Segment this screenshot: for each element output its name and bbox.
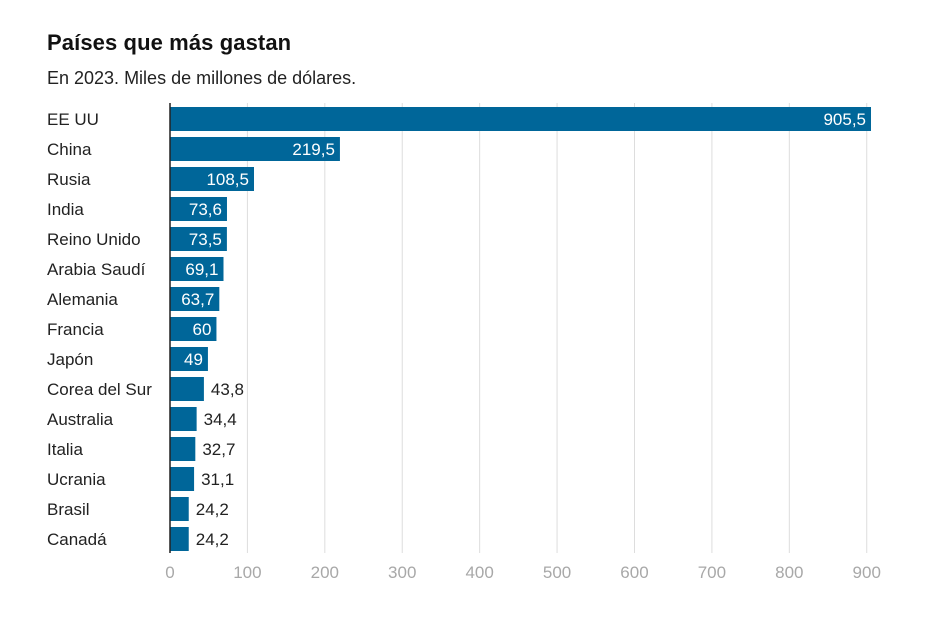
category-label: Japón bbox=[47, 350, 93, 369]
category-label: Corea del Sur bbox=[47, 380, 152, 399]
category-label: China bbox=[47, 140, 92, 159]
bar-value-label: 43,8 bbox=[211, 380, 244, 399]
bar bbox=[170, 287, 220, 311]
x-tick-label: 0 bbox=[165, 563, 174, 582]
category-label: EE UU bbox=[47, 110, 99, 129]
bar-value-label: 63,7 bbox=[181, 290, 214, 309]
bar bbox=[170, 377, 204, 401]
bar bbox=[170, 137, 340, 161]
x-tick-label: 600 bbox=[620, 563, 648, 582]
x-tick-label: 500 bbox=[543, 563, 571, 582]
bar bbox=[170, 407, 197, 431]
category-label: Ucrania bbox=[47, 470, 106, 489]
bar-value-label: 69,1 bbox=[185, 260, 218, 279]
category-label: Arabia Saudí bbox=[47, 260, 146, 279]
category-label: Reino Unido bbox=[47, 230, 141, 249]
bar-value-label: 108,5 bbox=[206, 170, 249, 189]
bar bbox=[170, 497, 189, 521]
x-tick-label: 900 bbox=[853, 563, 881, 582]
bar-value-label: 31,1 bbox=[201, 470, 234, 489]
chart-subtitle: En 2023. Miles de millones de dólares. bbox=[47, 68, 357, 88]
x-tick-label: 700 bbox=[698, 563, 726, 582]
bar-value-label: 60 bbox=[193, 320, 212, 339]
bar bbox=[170, 467, 195, 491]
bar bbox=[170, 167, 254, 191]
category-label: Rusia bbox=[47, 170, 91, 189]
bars bbox=[170, 107, 871, 551]
bar-value-label: 219,5 bbox=[292, 140, 335, 159]
x-tick-label: 400 bbox=[465, 563, 493, 582]
x-tick-labels: 0 100 200 300 400 500 600 700 800 900 bbox=[165, 563, 881, 582]
bar-value-label: 73,6 bbox=[189, 200, 222, 219]
category-label: Canadá bbox=[47, 530, 107, 549]
bar-value-label: 49 bbox=[184, 350, 203, 369]
category-label: Brasil bbox=[47, 500, 90, 519]
bar bbox=[170, 227, 227, 251]
category-label: Alemania bbox=[47, 290, 118, 309]
bar bbox=[170, 107, 871, 131]
bar bbox=[170, 437, 196, 461]
x-tick-label: 800 bbox=[775, 563, 803, 582]
bar-value-label: 24,2 bbox=[196, 530, 229, 549]
bar bbox=[170, 257, 224, 281]
bar bbox=[170, 317, 217, 341]
value-labels: 905,5 219,5 108,5 73,6 73,5 69,1 63,7 60 49 43,8 3… bbox=[181, 110, 866, 549]
x-tick-label: 100 bbox=[233, 563, 261, 582]
bar bbox=[170, 527, 189, 551]
bar bbox=[170, 197, 227, 221]
bar-value-label: 34,4 bbox=[204, 410, 237, 429]
chart-title: Países que más gastan bbox=[47, 30, 292, 55]
category-label: Francia bbox=[47, 320, 104, 339]
bar bbox=[170, 347, 208, 371]
bar-value-label: 73,5 bbox=[189, 230, 222, 249]
bar-value-label: 32,7 bbox=[202, 440, 235, 459]
bar-value-label: 24,2 bbox=[196, 500, 229, 519]
category-labels: EE UU China Rusia India Reino Unido Arabia Sa… bbox=[47, 110, 152, 549]
x-tick-label: 200 bbox=[311, 563, 339, 582]
bar-value-label: 905,5 bbox=[823, 110, 866, 129]
category-label: India bbox=[47, 200, 84, 219]
x-tick-label: 300 bbox=[388, 563, 416, 582]
category-label: Australia bbox=[47, 410, 114, 429]
category-label: Italia bbox=[47, 440, 83, 459]
gridlines bbox=[246, 103, 868, 553]
